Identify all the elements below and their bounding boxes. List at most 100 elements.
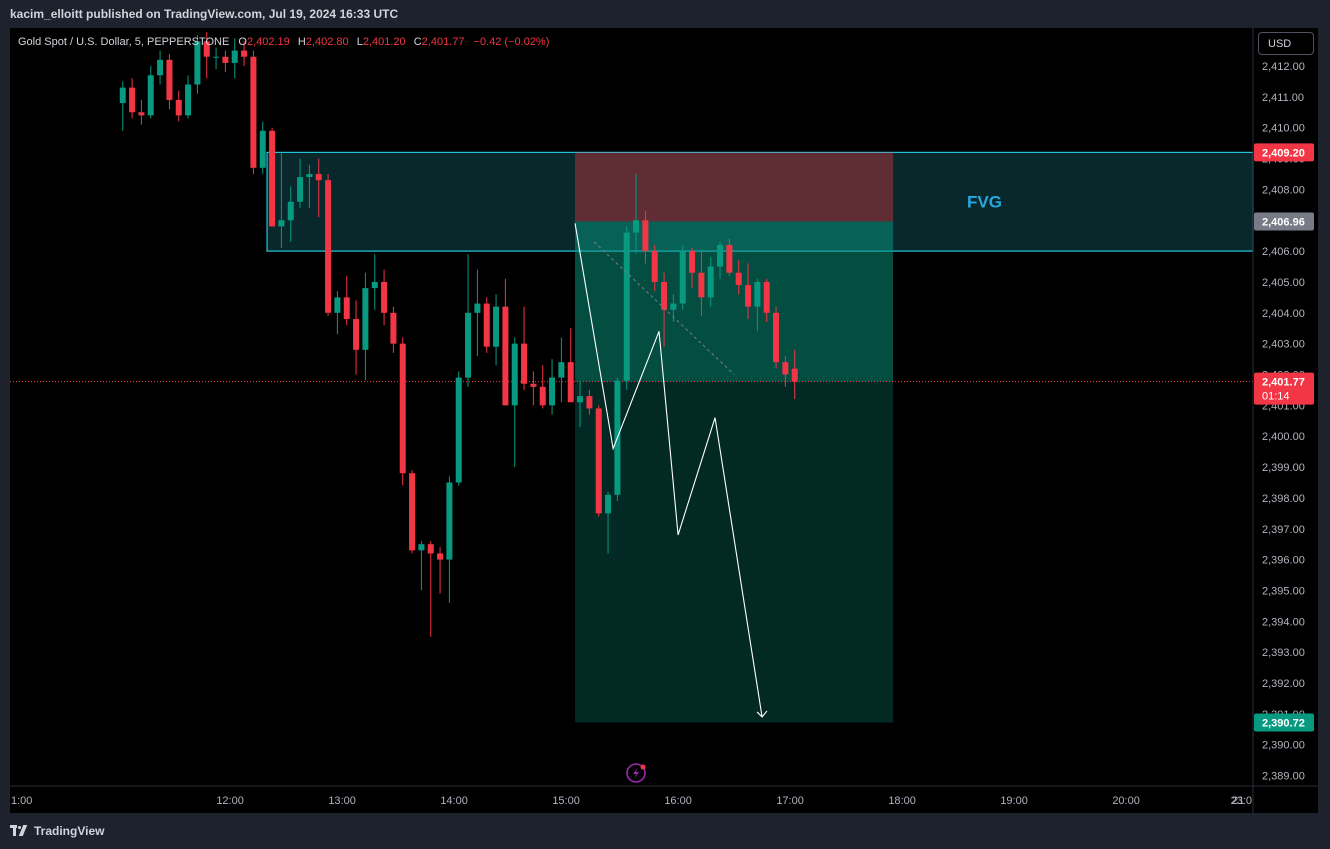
price-tick-label: 2,398.00 (1262, 493, 1305, 505)
candle (539, 365, 546, 409)
candle (259, 121, 266, 174)
candle (605, 491, 612, 554)
price-tick-label: 2,392.00 (1262, 678, 1305, 690)
candle (175, 90, 182, 122)
candle (661, 272, 668, 347)
legend-c-label: C (414, 36, 422, 48)
time-axis: 1:00 12:00 13:00 14:00 15:00 16:00 17:00 18:00 1… (11, 795, 1252, 807)
candle (371, 254, 378, 310)
candle (418, 541, 425, 591)
candle (549, 359, 556, 415)
price-label: 2,390.72 (1254, 713, 1314, 732)
price-tick-label: 2,404.00 (1262, 308, 1305, 320)
candle (399, 337, 406, 486)
candle (577, 380, 584, 427)
candle (119, 81, 126, 131)
candle (213, 47, 220, 70)
price-label-value: 2,406.96 (1262, 216, 1305, 228)
candle (651, 244, 658, 292)
candle (502, 278, 509, 406)
price-labels-layer: 2,409.20 2,406.96 2,401.77 01:14 2,390.72 (1254, 143, 1314, 732)
candle (381, 269, 388, 326)
candle (334, 291, 341, 335)
candle (446, 476, 453, 603)
fvg-label-text: FVG (967, 193, 1002, 212)
candle (567, 328, 574, 403)
tradingview-brand[interactable]: TradingView (10, 824, 104, 838)
price-tick-label: 2,410.00 (1262, 123, 1305, 135)
time-tick-label: 16:00 (664, 795, 692, 807)
legend-symbol: Gold Spot / U.S. Dollar, 5, PEPPERSTONE (18, 36, 229, 48)
candle (465, 254, 472, 387)
time-tick-label: 18:00 (888, 795, 916, 807)
price-tick-label: 2,390.00 (1262, 740, 1305, 752)
candle (325, 173, 332, 316)
currency-button[interactable]: USD (1258, 32, 1314, 55)
price-tick-label: 2,394.00 (1262, 616, 1305, 628)
projection-dashed-line (593, 241, 735, 375)
price-tick-label: 2,405.00 (1262, 277, 1305, 289)
projection-path (574, 223, 763, 718)
candle (306, 164, 313, 208)
brand-name: TradingView (34, 824, 105, 838)
price-label-value: 2,390.72 (1262, 717, 1305, 729)
candle (437, 547, 444, 594)
candle (343, 275, 350, 326)
candle (614, 377, 621, 501)
price-tick-label: 2,406.00 (1262, 246, 1305, 258)
svg-text:Gold Spot / U.S. Dollar, 5, PE: Gold Spot / U.S. Dollar, 5, PEPPERSTONE … (18, 36, 549, 48)
candle (185, 75, 192, 119)
candle (623, 226, 630, 390)
candle (483, 297, 490, 353)
legend-l-label: L (357, 36, 363, 48)
candle (222, 50, 229, 73)
legend-o-value: 2,402.19 (247, 36, 290, 48)
candle (754, 278, 761, 332)
publish-header: kacim_elloitt published on TradingView.c… (0, 0, 1330, 28)
zones-layer (10, 151, 1254, 723)
candle (409, 470, 416, 554)
candle (698, 251, 705, 316)
price-tick-label: 2,396.00 (1262, 555, 1305, 567)
price-tick-label: 2,411.00 (1262, 92, 1304, 104)
candle (297, 158, 304, 208)
candle (203, 32, 210, 79)
price-tick-label: 2,408.00 (1262, 184, 1305, 196)
time-tick-label: 14:00 (440, 795, 468, 807)
time-tick-label: 13:00 (328, 795, 356, 807)
legend-l-value: 2,401.20 (363, 36, 406, 48)
drawings-layer (574, 223, 768, 718)
candle (558, 337, 565, 403)
candle (455, 371, 462, 486)
price-label-value: 2,409.20 (1262, 147, 1305, 159)
candle (269, 127, 276, 227)
fvg-label: FVG (967, 193, 1002, 212)
candle (717, 241, 724, 279)
price-chart[interactable]: 2,412.002,411.002,410.002,409.002,408.00… (10, 28, 1318, 813)
lightning-icon[interactable] (626, 763, 646, 783)
take-profit-zone (575, 381, 894, 723)
price-tick-label: 2,400.00 (1262, 431, 1305, 443)
price-label: 2,401.77 01:14 (1254, 372, 1314, 405)
candle (763, 278, 770, 323)
chart-area[interactable]: 2,412.002,411.002,410.002,409.002,408.00… (10, 28, 1318, 813)
candle (157, 50, 164, 85)
candle (493, 294, 500, 366)
candle (521, 306, 528, 390)
candle (138, 99, 145, 125)
candle (241, 41, 248, 66)
publisher-text: kacim_elloitt published on TradingView.c… (10, 7, 399, 21)
candle (166, 53, 173, 110)
candle (586, 389, 593, 415)
stop-loss-zone (575, 152, 894, 222)
time-tick-label: 19:00 (1000, 795, 1028, 807)
legend-c-value: 2,401.77 (422, 36, 465, 48)
candle (353, 300, 360, 375)
price-tick-label: 2,397.00 (1262, 524, 1305, 536)
chart-legend: Gold Spot / U.S. Dollar, 5, PEPPERSTONE … (18, 36, 549, 48)
footer-bar: TradingView (0, 813, 1330, 849)
legend-change: −0.42 (−0.02%) (474, 36, 550, 48)
price-label: 2,409.20 (1254, 143, 1314, 162)
candle (735, 260, 742, 295)
projection-arrowhead (756, 710, 768, 718)
